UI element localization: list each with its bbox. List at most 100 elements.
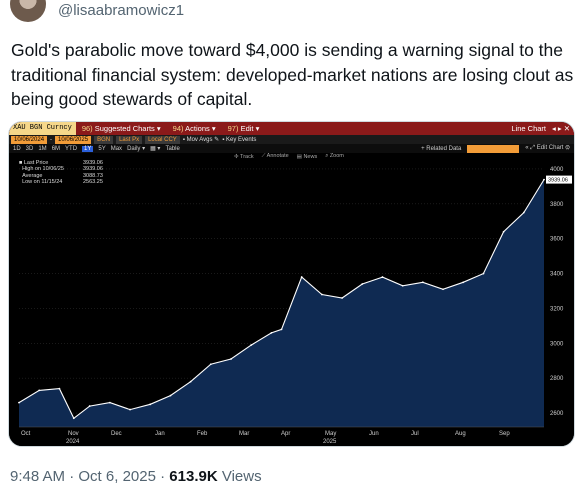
data-point xyxy=(149,403,152,406)
period-6m[interactable]: 6M xyxy=(51,145,61,152)
data-point xyxy=(502,230,505,233)
stat-average: Average 3088.73 xyxy=(22,172,103,179)
period-5y[interactable]: 5Y xyxy=(98,145,106,152)
author-handle[interactable]: @lisaabramowicz1 xyxy=(58,2,185,19)
data-point xyxy=(18,401,20,404)
chart-style-icon[interactable]: ▦ ▾ xyxy=(150,146,161,152)
price-line xyxy=(18,179,545,420)
data-point xyxy=(129,408,131,411)
x-tick-label: Feb xyxy=(197,431,208,437)
y-tick-label: 3000 xyxy=(550,341,564,347)
post-date[interactable]: Oct 6, 2025 xyxy=(78,468,156,485)
end-date-field[interactable]: 10/06/2025 xyxy=(55,135,92,144)
related-search-input[interactable] xyxy=(467,144,520,153)
y-tick-label: 3800 xyxy=(550,202,564,208)
data-point xyxy=(401,284,404,287)
last-price-tag-text: 3939.06 xyxy=(548,178,568,184)
source-field[interactable]: BGN xyxy=(94,135,114,144)
menu-edit[interactable]: 97) Edit ▾ xyxy=(227,124,260,133)
x-tick-label: Sep xyxy=(499,431,510,437)
data-point xyxy=(361,283,364,285)
data-point xyxy=(442,288,444,291)
x-tick-label: Oct xyxy=(21,431,31,437)
stat-high: High on 10/06/25 3939.06 xyxy=(22,166,103,173)
track-tool[interactable]: ✢ Track xyxy=(234,153,254,160)
chart-type-label: Line Chart xyxy=(511,124,547,133)
currency-field[interactable]: Local CCY xyxy=(145,135,180,144)
edit-chart-button[interactable]: « ⤢ Edit Chart ⚙ xyxy=(525,145,570,151)
data-point xyxy=(381,276,384,278)
ticker-field[interactable]: XAU BGN Curncy xyxy=(9,122,76,135)
price-field[interactable]: Last Px xyxy=(116,135,143,144)
period-1d[interactable]: 1D xyxy=(13,145,21,152)
key-events-toggle[interactable]: ▪ Key Events xyxy=(222,136,257,143)
views-label: Views xyxy=(221,468,262,485)
x-tick-label: Dec xyxy=(111,431,122,437)
x-tick-label: Apr xyxy=(281,431,290,437)
terminal-menu-bar: XAU BGN Curncy 96) Suggested Charts ▾ 94… xyxy=(9,122,574,135)
period-bar: 1D 3D 1M 6M YTD 1Y 5Y Max Daily ▾ ▦ ▾ Ta… xyxy=(9,144,574,153)
news-tool[interactable]: ▤ News xyxy=(296,153,318,160)
data-point xyxy=(88,405,91,407)
data-point xyxy=(250,344,253,346)
x-tick-label: Aug xyxy=(455,431,466,437)
data-point xyxy=(38,389,41,392)
data-point xyxy=(280,328,283,331)
price-area xyxy=(19,179,544,427)
data-point xyxy=(189,380,192,383)
data-point xyxy=(320,293,323,296)
x-year-label: 2024 xyxy=(66,439,80,445)
data-point xyxy=(462,281,465,284)
data-point xyxy=(270,331,273,334)
data-point xyxy=(300,276,303,278)
table-button[interactable]: Table xyxy=(165,145,180,152)
stat-last-price: ■ Last Price 3939.06 xyxy=(19,160,103,166)
mov-avgs-toggle[interactable]: ▪ Mov Avgs ✎ xyxy=(182,137,220,143)
annotate-tool[interactable]: ⟋ Annotate xyxy=(261,153,289,159)
x-tick-label: Mar xyxy=(239,431,249,437)
period-ytd[interactable]: YTD xyxy=(65,145,78,152)
period-3d[interactable]: 3D xyxy=(25,145,34,152)
period-1m[interactable]: 1M xyxy=(38,145,47,152)
data-point xyxy=(209,363,212,366)
avatar[interactable] xyxy=(10,0,46,22)
frequency-select[interactable]: Daily ▾ xyxy=(127,146,146,152)
data-point xyxy=(169,394,172,397)
window-controls[interactable]: ◂ ▸ ✕ xyxy=(552,124,570,133)
zoom-tool[interactable]: ⌕ Zoom xyxy=(325,153,344,159)
menu-actions[interactable]: 94) Actions ▾ xyxy=(172,124,216,133)
y-tick-label: 2800 xyxy=(550,376,564,382)
post-time[interactable]: 9:48 AM xyxy=(10,468,66,485)
period-1y[interactable]: 1Y xyxy=(82,145,94,152)
data-point xyxy=(522,211,525,214)
post-image[interactable]: XAU BGN Curncy 96) Suggested Charts ▾ 94… xyxy=(8,121,575,447)
x-tick-label: Nov xyxy=(68,431,79,437)
y-tick-label: 3600 xyxy=(550,237,564,243)
data-point xyxy=(230,358,232,360)
chart-tools-bar: ✢ Track ⟋ Annotate ▤ News ⌕ Zoom xyxy=(9,153,574,160)
y-tick-label: 3200 xyxy=(550,306,564,312)
price-chart[interactable]: 2600 2800 3000 3200 3400 3600 3800 4000 3939.06 O… xyxy=(9,122,575,447)
y-tick-label: 3400 xyxy=(550,272,564,278)
menu-suggested-charts[interactable]: 96) Suggested Charts ▾ xyxy=(81,124,161,133)
data-point xyxy=(421,281,424,284)
x-tick-label: Jul xyxy=(411,431,419,437)
x-year-label: 2025 xyxy=(323,439,337,445)
post-text: Gold's parabolic move toward $4,000 is s… xyxy=(11,40,574,109)
data-point xyxy=(108,401,111,404)
y-tick-label: 2600 xyxy=(550,411,564,417)
related-data-button[interactable]: + Related Data xyxy=(421,145,462,152)
y-tick-label: 4000 xyxy=(550,167,564,173)
views-count: 613.9K xyxy=(169,468,218,485)
data-point xyxy=(58,387,61,390)
data-point xyxy=(482,272,485,275)
x-tick-label: Jan xyxy=(155,431,165,437)
terminal-params-bar: 10/06/2024 - 10/06/2025 BGN Last Px Loca… xyxy=(9,135,574,144)
x-axis-band xyxy=(9,427,574,446)
x-tick-label: May xyxy=(325,431,336,437)
x-tick-label: Jun xyxy=(369,431,379,437)
data-point xyxy=(543,178,545,181)
last-price-tag xyxy=(546,175,572,184)
period-max[interactable]: Max xyxy=(110,145,123,152)
start-date-field[interactable]: 10/06/2024 xyxy=(11,135,48,144)
